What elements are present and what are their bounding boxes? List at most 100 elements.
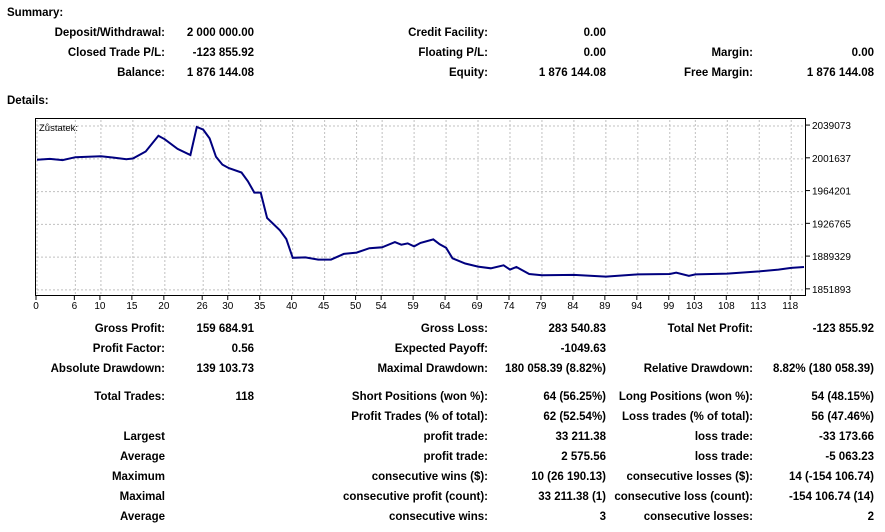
row-mid-label: profit trade: (423, 451, 488, 463)
row-left-label: Maximal (119, 491, 165, 503)
x-tick-label: 26 (197, 301, 209, 312)
loss-trades-value: 56 (47.46%) (811, 411, 874, 423)
x-tick-label: 79 (535, 301, 547, 312)
margin-value: 0.00 (851, 47, 874, 59)
free-margin-label: Free Margin: (683, 67, 753, 79)
floating-label: Floating P/L: (418, 47, 488, 59)
total-net-value: -123 855.92 (812, 323, 874, 335)
row-right-value: 2 (867, 511, 874, 523)
total-trades-value: 118 (235, 391, 254, 403)
row-mid-value: 2 575.56 (561, 451, 606, 463)
x-tick-label: 6 (72, 301, 78, 312)
expected-payoff-label: Expected Payoff: (394, 343, 488, 355)
x-tick-label: 108 (718, 301, 735, 312)
max-drawdown-value: 180 058.39 (8.82%) (504, 363, 606, 375)
row-mid-label: consecutive profit (count): (342, 491, 488, 503)
gross-profit-value: 159 684.91 (196, 323, 254, 335)
summary-title: Summary: (7, 7, 64, 19)
short-positions-value: 64 (56.25%) (543, 391, 606, 403)
long-positions-label: Long Positions (won %): (618, 391, 753, 403)
x-tick-label: 84 (567, 301, 579, 312)
short-positions-label: Short Positions (won %): (351, 391, 488, 403)
x-tick-label: 50 (350, 301, 362, 312)
x-tick-label: 89 (599, 301, 611, 312)
profit-trades-label: Profit Trades (% of total): (351, 411, 488, 423)
row-left-label: Largest (123, 431, 165, 443)
details-title: Details: (7, 95, 49, 107)
x-tick-label: 35 (254, 301, 266, 312)
deposit-value: 2 000 000.00 (186, 27, 254, 39)
balance-label: Balance: (117, 67, 165, 79)
floating-value: 0.00 (583, 47, 606, 59)
row-mid-value: 10 (26 190.13) (531, 471, 606, 483)
y-tick-label: 2039073 (812, 121, 851, 132)
x-tick-label: 74 (503, 301, 515, 312)
gross-loss-value: 283 540.83 (548, 323, 606, 335)
row-mid-value: 33 211.38 (555, 431, 606, 443)
row-left-label: Average (120, 451, 165, 463)
abs-drawdown-label: Absolute Drawdown: (50, 363, 165, 375)
x-tick-label: 20 (158, 301, 170, 312)
row-mid-value: 3 (599, 511, 606, 523)
closed-pl-value: -123 855.92 (192, 47, 254, 59)
balance-chart: Zůstatek: (35, 118, 806, 296)
x-tick-label: 113 (750, 301, 766, 312)
chart-title: Zůstatek: (39, 123, 78, 134)
x-tick-label: 99 (663, 301, 675, 312)
chart-grid (36, 120, 804, 295)
expected-payoff-value: -1049.63 (560, 343, 606, 355)
credit-value: 0.00 (583, 27, 606, 39)
balance-series-line (36, 125, 805, 278)
x-tick-label: 15 (126, 301, 138, 312)
x-tick-label: 54 (376, 301, 388, 312)
loss-trades-label: Loss trades (% of total): (622, 411, 753, 423)
y-tick-label: 2001637 (812, 154, 851, 165)
total-net-label: Total Net Profit: (667, 323, 753, 335)
free-margin-value: 1 876 144.08 (806, 67, 874, 79)
x-tick-label: 59 (408, 301, 420, 312)
long-positions-value: 54 (48.15%) (811, 391, 874, 403)
profit-factor-label: Profit Factor: (92, 343, 165, 355)
x-tick-label: 94 (631, 301, 643, 312)
equity-value: 1 876 144.08 (538, 67, 606, 79)
row-right-value: 14 (-154 106.74) (788, 471, 874, 483)
x-tick-label: 10 (94, 301, 106, 312)
closed-pl-label: Closed Trade P/L: (67, 47, 165, 59)
y-tick-label: 1889329 (812, 252, 851, 263)
row-mid-label: consecutive wins: (388, 511, 488, 523)
row-right-label: consecutive losses ($): (626, 471, 753, 483)
row-right-label: consecutive losses: (643, 511, 753, 523)
credit-label: Credit Facility: (408, 27, 488, 39)
row-left-label: Maximum (111, 471, 165, 483)
profit-factor-value: 0.56 (231, 343, 254, 355)
row-mid-value: 33 211.38 (1) (538, 491, 606, 503)
deposit-label: Deposit/Withdrawal: (54, 27, 165, 39)
balance-chart-svg: Zůstatek: (36, 120, 805, 295)
x-tick-label: 40 (286, 301, 298, 312)
x-tick-label: 64 (440, 301, 452, 312)
gross-profit-label: Gross Profit: (94, 323, 165, 335)
abs-drawdown-value: 139 103.73 (196, 363, 254, 375)
equity-label: Equity: (449, 67, 488, 79)
y-tick-label: 1926765 (812, 219, 851, 230)
row-mid-label: consecutive wins ($): (371, 471, 488, 483)
y-tick-label: 1851893 (812, 285, 851, 296)
profit-trades-value: 62 (52.54%) (543, 411, 606, 423)
total-trades-label: Total Trades: (94, 391, 165, 403)
max-drawdown-label: Maximal Drawdown: (377, 363, 488, 375)
row-left-label: Average (120, 511, 165, 523)
x-tick-label: 45 (318, 301, 330, 312)
row-right-value: -5 063.23 (825, 451, 874, 463)
row-mid-label: profit trade: (423, 431, 488, 443)
chart-lines (36, 125, 805, 278)
x-tick-label: 69 (471, 301, 483, 312)
gross-loss-label: Gross Loss: (420, 323, 488, 335)
row-right-label: loss trade: (694, 431, 753, 443)
x-tick-label: 103 (686, 301, 703, 312)
x-tick-label: 0 (33, 301, 39, 312)
row-right-value: -154 106.74 (14) (788, 491, 874, 503)
x-tick-label: 118 (782, 301, 798, 312)
y-tick-label: 1964201 (812, 187, 851, 198)
rel-drawdown-value: 8.82% (180 058.39) (772, 363, 874, 375)
rel-drawdown-label: Relative Drawdown: (643, 363, 753, 375)
